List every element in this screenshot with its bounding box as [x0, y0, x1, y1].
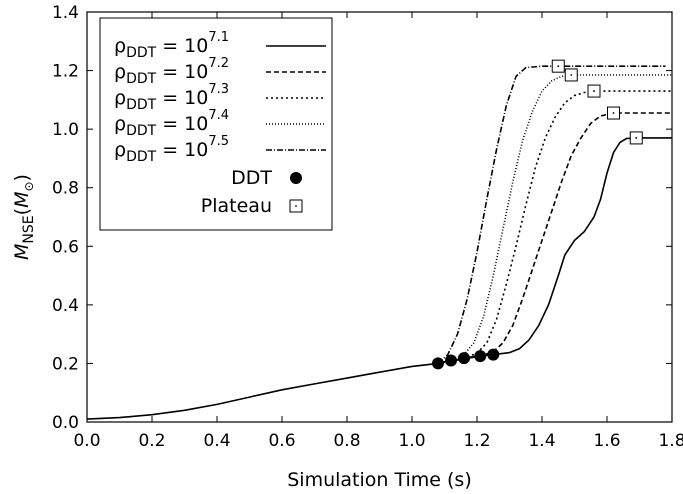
legend-entry-label: ρDDT = 107.2: [114, 56, 229, 87]
x-tick-label: 0.0: [73, 431, 100, 451]
x-tick-label: 1.8: [658, 431, 683, 451]
x-tick-label: 0.2: [138, 431, 165, 451]
x-tick-label: 1.6: [593, 431, 620, 451]
ddt-marker-3: [474, 350, 487, 363]
y-tick-label: 1.0: [52, 120, 79, 140]
x-tick-label: 1.0: [398, 431, 425, 451]
ddt-marker-4: [487, 348, 500, 361]
legend-plateau-marker-dot: [295, 205, 297, 207]
x-axis-title: Simulation Time (s): [287, 469, 472, 491]
legend-entry-label: ρDDT = 107.1: [114, 30, 229, 61]
plateau-marker-dot-3: [612, 112, 615, 114]
legend-plateau-label: Plateau: [201, 195, 272, 217]
axis-ticks: 0.0 0.2 0.4 0.6 0.8 1.0 1.2 1.4 1.6 1.8 0.0 0.2 0.4 0…: [52, 3, 683, 451]
plot-frame: [86, 11, 673, 423]
y-axis-title-close: ): [11, 174, 33, 181]
ddt-marker-0: [432, 357, 444, 370]
plateau-marker-dot-4: [635, 137, 638, 139]
legend-entry-label: ρDDT = 107.4: [114, 108, 229, 139]
x-tick-label: 1.4: [528, 431, 555, 451]
y-axis-title-sun-symbol: ⊙: [22, 181, 36, 191]
y-tick-label: 0.0: [52, 413, 79, 433]
x-tick-label: 0.4: [203, 431, 230, 451]
ddt-marker-2: [458, 352, 470, 365]
legend-entry-label: ρDDT = 107.3: [114, 82, 229, 113]
legend-ddt-label: DDT: [231, 167, 272, 189]
x-tick-label: 0.6: [268, 431, 295, 451]
plateau-marker-dot-2: [593, 90, 595, 92]
y-axis-title-unit: M: [11, 192, 33, 208]
series-line-7.5: [437, 65, 666, 364]
plateau-marker-dot-1: [570, 74, 573, 76]
legend-entry-label: ρDDT = 107.5: [114, 134, 229, 165]
x-tick-label: 0.8: [333, 431, 360, 451]
x-tick-label: 1.2: [463, 431, 490, 451]
y-axis-title-main: M: [11, 244, 33, 260]
y-tick-label: 1.4: [52, 3, 79, 23]
y-tick-label: 0.6: [52, 237, 79, 257]
y-tick-label: 0.4: [52, 296, 79, 316]
y-tick-label: 0.2: [52, 354, 79, 374]
series-line-7.3: [437, 90, 672, 365]
markers-group: [432, 59, 643, 370]
y-tick-label: 1.2: [52, 62, 79, 82]
y-tick-label: 0.8: [52, 179, 79, 199]
shared-curve-line: [86, 362, 439, 420]
ddt-marker-1: [445, 354, 457, 367]
series-line-7.2: [437, 112, 672, 365]
legend-ddt-marker: [290, 172, 302, 184]
series-line-7.1: [437, 137, 672, 365]
y-axis-title-open: (: [11, 208, 33, 215]
plateau-marker-dot-0: [557, 65, 560, 68]
y-axis-title: MNSE(M⊙): [11, 174, 37, 260]
y-axis-title-sub: NSE: [21, 215, 37, 243]
